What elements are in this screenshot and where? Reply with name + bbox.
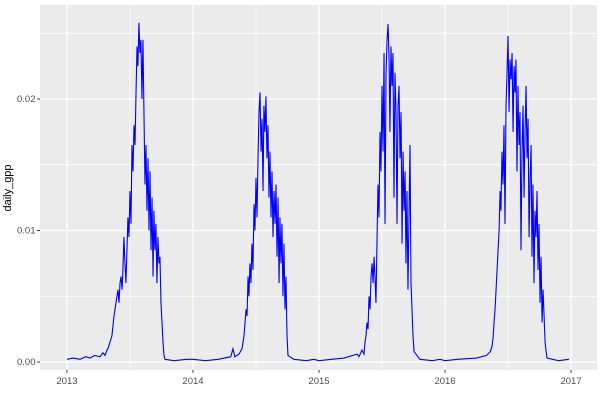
data-line: [66, 22, 570, 362]
y-axis-title: daily_gpp: [2, 164, 14, 211]
x-tick-label: 2015: [308, 376, 329, 387]
y-tick-label: 0.02: [17, 94, 36, 105]
x-tick-label: 2013: [56, 376, 77, 387]
y-tick-label: 0.00: [17, 357, 36, 368]
x-tick-label: 2014: [182, 376, 203, 387]
x-tick-label: 2016: [434, 376, 455, 387]
y-tick-label: 0.01: [17, 226, 36, 237]
x-tick-label: 2017: [560, 376, 581, 387]
